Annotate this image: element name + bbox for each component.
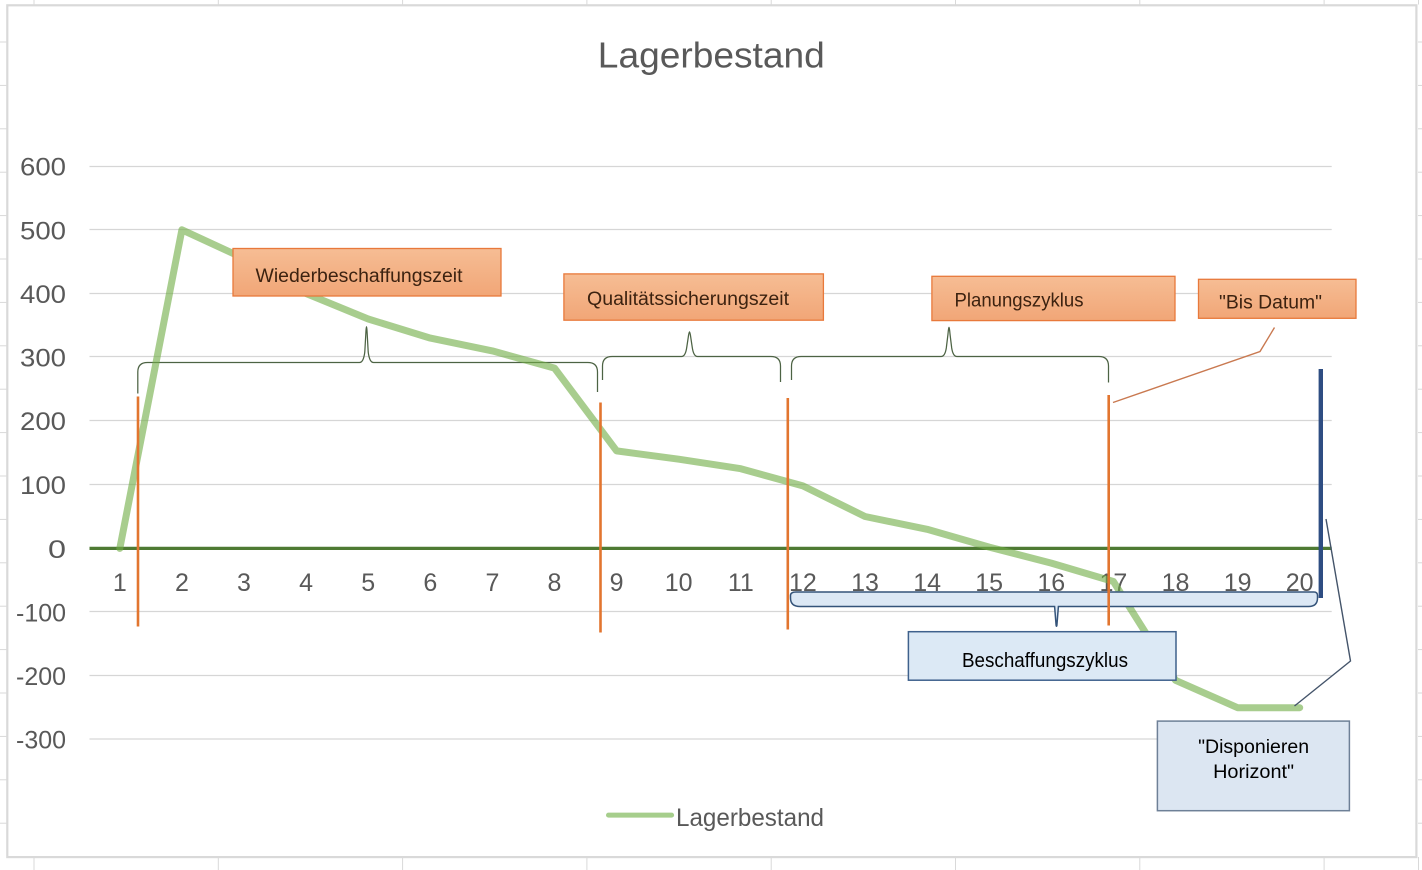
svg-text:400: 400 [20,281,66,309]
svg-text:5: 5 [361,569,375,597]
svg-text:"Bis Datum": "Bis Datum" [1219,293,1322,314]
svg-text:"Disponieren: "Disponieren [1198,737,1309,758]
svg-text:6: 6 [423,569,437,597]
svg-text:100: 100 [20,472,66,500]
svg-text:0: 0 [48,536,66,564]
svg-text:-100: -100 [16,599,66,627]
svg-text:Lagerbestand: Lagerbestand [676,804,824,832]
svg-text:2: 2 [175,569,189,597]
svg-text:Wiederbeschaffungszeit: Wiederbeschaffungszeit [256,266,464,287]
svg-text:3: 3 [237,569,251,597]
svg-text:7: 7 [485,569,499,597]
svg-text:Beschaffungszyklus: Beschaffungszyklus [962,650,1128,672]
svg-text:-200: -200 [16,663,66,691]
svg-text:8: 8 [548,569,562,597]
svg-text:1: 1 [113,569,127,597]
svg-text:Planungszyklus: Planungszyklus [955,291,1084,312]
svg-text:300: 300 [20,344,66,372]
svg-text:11: 11 [728,569,754,597]
svg-text:-300: -300 [16,727,66,755]
svg-text:600: 600 [20,154,66,182]
svg-text:200: 200 [20,408,66,436]
svg-text:Qualitätssicherungszeit: Qualitätssicherungszeit [587,289,790,310]
svg-text:9: 9 [610,569,624,597]
svg-text:4: 4 [299,569,313,597]
svg-text:10: 10 [665,569,693,597]
svg-text:Lagerbestand: Lagerbestand [598,35,825,76]
svg-text:Horizont": Horizont" [1213,762,1294,783]
svg-text:500: 500 [20,217,66,245]
